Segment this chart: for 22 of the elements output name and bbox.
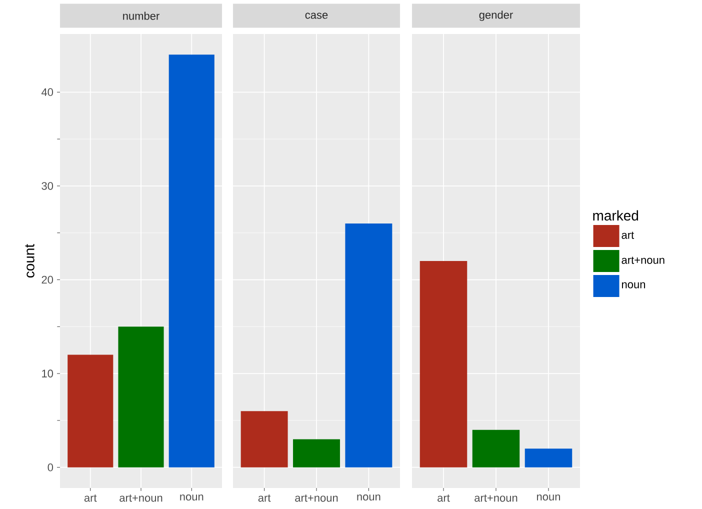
legend-label: art (622, 232, 634, 239)
y-tick-label: 40 (41, 88, 54, 96)
y-tick-label: 30 (42, 182, 54, 190)
x-tick-label: noun (537, 494, 560, 501)
x-tick-label: noun (180, 494, 204, 501)
chart-title: gender (479, 10, 513, 21)
y-axis-title: count (25, 244, 34, 278)
x-tick-label: art+noun (474, 494, 518, 502)
legend-title: marked (593, 210, 638, 221)
x-tick-label: art (258, 494, 271, 502)
chart-title: case (305, 12, 328, 19)
x-tick-label: noun (357, 494, 380, 501)
y-tick-label: 0 (48, 463, 54, 472)
chart-title: number (123, 12, 160, 20)
y-tick-label: 10 (42, 370, 54, 378)
legend-label: noun (622, 282, 646, 288)
x-tick-label: art (84, 494, 97, 502)
x-tick-label: art+noun (295, 494, 338, 502)
legend-label: art+noun (622, 256, 664, 264)
y-tick-label: 20 (42, 276, 54, 284)
x-tick-label: art+noun (120, 494, 162, 502)
x-tick-label: art (438, 494, 450, 502)
